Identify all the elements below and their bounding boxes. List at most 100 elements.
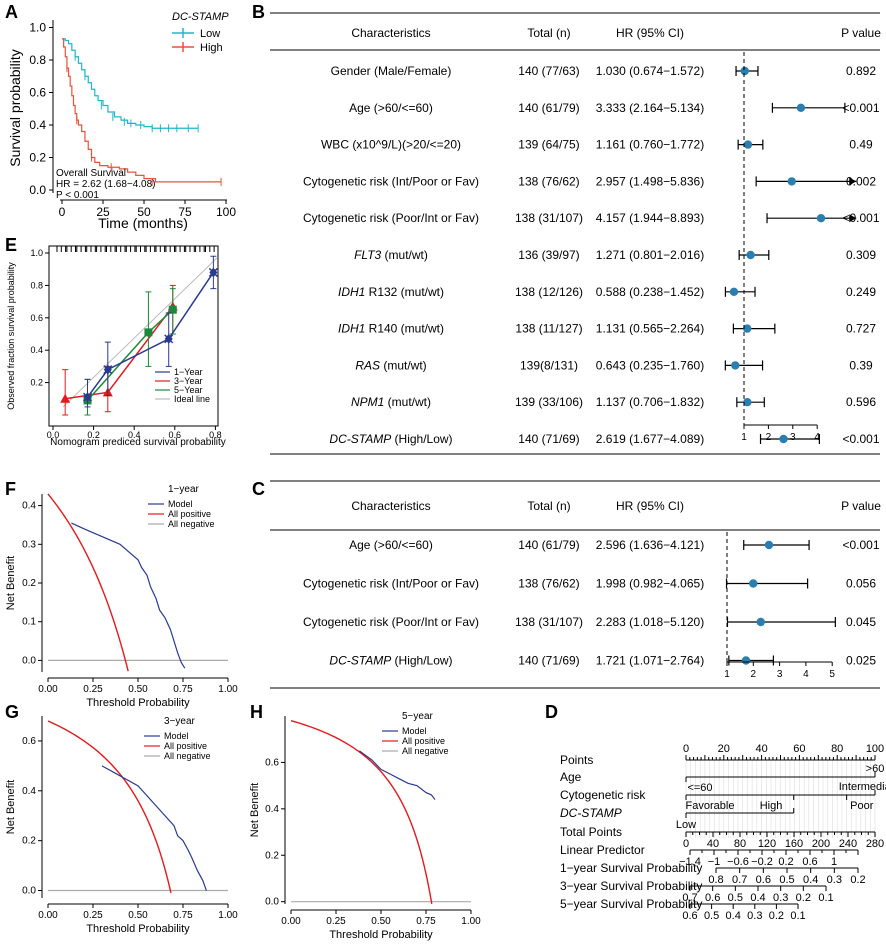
dca-model-curve bbox=[71, 522, 186, 669]
km-y-tick-label: 0.2 bbox=[29, 151, 46, 165]
forest-row-hr: 1.137 (0.706−1.832) bbox=[596, 395, 704, 409]
forest-c-rows: Age (>60/<=60) 140 (61/79) 2.596 (1.636−4.… bbox=[303, 538, 880, 668]
dca-x-tick-label: 0.00 bbox=[38, 910, 58, 921]
calib-x-marker bbox=[164, 334, 174, 344]
forest-point bbox=[743, 398, 752, 407]
forest-row-p: 0.002 bbox=[846, 174, 876, 188]
forest-point bbox=[756, 617, 765, 627]
forest-row-characteristic: WBC (x10^9/L)(>20/<=20) bbox=[321, 138, 461, 152]
dca-legend-label: Model bbox=[168, 499, 193, 509]
forest-x-tick-label: 4 bbox=[814, 432, 820, 443]
nomogram-tick-label: 0.3 bbox=[827, 874, 842, 886]
nomogram-tick-label: 0.2 bbox=[796, 892, 811, 904]
dca-all-positive bbox=[290, 719, 433, 905]
forest-row-desc: Cytogenetic risk (Poor/Int or Fav) bbox=[303, 211, 479, 225]
dca-y-tick-label: 0.4 bbox=[22, 501, 36, 512]
nomogram-tick-label: 0.5 bbox=[779, 874, 794, 886]
nomogram-row-label: Age bbox=[560, 770, 582, 784]
dca-x-tick-label: 1.00 bbox=[218, 684, 238, 695]
forest-row-desc: Cytogenetic risk (Int/Poor or Fav) bbox=[303, 577, 479, 591]
nomogram-tick-label: 0.3 bbox=[773, 892, 788, 904]
nomogram-tick-label: 0.7 bbox=[682, 892, 697, 904]
forest-row-p: 0.596 bbox=[846, 395, 876, 409]
dca-x-tick-label: 0.00 bbox=[281, 916, 301, 927]
forest-row-desc: (mut/wt) bbox=[381, 248, 428, 262]
forest-row-hr: 1.721 (1.071−2.764) bbox=[596, 654, 704, 668]
panel-label-c: C bbox=[252, 479, 265, 499]
km-y-tick-label: 0.0 bbox=[29, 183, 46, 197]
forest-x-tick-label: 3 bbox=[790, 432, 796, 443]
forest-row-characteristic: Age (>60/<=60) bbox=[349, 101, 433, 115]
calib-y-tick-label: 0.6 bbox=[30, 313, 43, 323]
forest-x-tick-label: 3 bbox=[777, 669, 783, 680]
forest-x-tick-label: 1 bbox=[741, 432, 747, 443]
forest-row-desc: (High/Low) bbox=[391, 654, 452, 668]
forest-x-tick-label: 5 bbox=[829, 669, 835, 680]
forest-row-hr: 2.957 (1.498−5.836) bbox=[596, 174, 704, 188]
nomogram-tick-label: 280 bbox=[866, 838, 884, 850]
calib-y-tick-label: 0.8 bbox=[30, 280, 43, 290]
panel-label-a: A bbox=[5, 2, 18, 22]
calib-rug bbox=[56, 246, 215, 252]
nomogram-tick-label: 0.2 bbox=[769, 910, 784, 922]
dca-y-tick-label: 0.2 bbox=[22, 578, 36, 589]
dca-x-label: Threshold Probability bbox=[86, 923, 190, 935]
nomogram-row-label: Linear Predictor bbox=[560, 843, 645, 857]
forest-row-gene: FLT3 bbox=[354, 248, 381, 262]
forest-row-desc: Age (>60/<=60) bbox=[349, 538, 433, 552]
dca-x-tick-label: 0.25 bbox=[83, 684, 103, 695]
dca-x-tick-label: 1.00 bbox=[461, 916, 481, 927]
nomogram-tick-label: 120 bbox=[758, 838, 776, 850]
nomogram-tick-label: 200 bbox=[812, 838, 830, 850]
forest-row-characteristic: IDH1 R132 (mut/wt) bbox=[338, 285, 444, 299]
forest-row-gene: IDH1 bbox=[338, 322, 365, 336]
nomogram-row-label: 1−year Survival Probability bbox=[560, 861, 702, 875]
dca-legend-label: All negative bbox=[402, 746, 449, 756]
nomogram-tick-label: −0.6 bbox=[727, 856, 749, 868]
nomogram-tick-label: −0.2 bbox=[751, 856, 773, 868]
forest-row-p: 0.892 bbox=[846, 64, 876, 78]
dca-all-positive bbox=[47, 720, 172, 894]
calib-legend-label: 5−Year bbox=[174, 385, 202, 395]
dca-all-positive bbox=[47, 493, 129, 672]
forest-x-tick-label: 2 bbox=[751, 669, 757, 680]
dca-legend-label: All positive bbox=[168, 509, 211, 519]
forest-row-total: 139(8/131) bbox=[520, 358, 578, 372]
dca-x-tick-label: 0.75 bbox=[173, 910, 193, 921]
forest-b-rows: Gender (Male/Female) 140 (77/63) 1.030 (0.… bbox=[303, 64, 880, 446]
forest-row-desc: Gender (Male/Female) bbox=[331, 64, 452, 78]
forest-row-desc: WBC (x10^9/L)(>20/<=20) bbox=[321, 138, 461, 152]
nomogram-tick-label: 0.2 bbox=[850, 874, 865, 886]
forest-row-desc: Cytogenetic risk (Int/Poor or Fav) bbox=[303, 174, 479, 188]
forest-row-hr: 3.333 (2.164−5.134) bbox=[596, 101, 704, 115]
calib-legend-label: 3−Year bbox=[174, 376, 202, 386]
forest-row-characteristic: Cytogenetic risk (Poor/Int or Fav) bbox=[303, 211, 479, 225]
nomogram-tick-label: 0.5 bbox=[728, 892, 743, 904]
km-y-ticks: 0.0 0.2 0.4 0.6 0.8 1.0 bbox=[29, 21, 53, 197]
km-x-tick-label: 75 bbox=[178, 205, 192, 219]
nomogram-tick-label: 0.6 bbox=[802, 856, 817, 868]
km-y-tick-label: 1.0 bbox=[29, 21, 46, 35]
nomogram-tick-label: 0.4 bbox=[803, 874, 818, 886]
forest-row-desc: (High/Low) bbox=[391, 432, 452, 446]
km-annot-hr: HR = 2.62 (1.68−4.08) bbox=[56, 179, 156, 190]
calibration-plot: 0.0 0.2 0.4 0.6 0.8 0.2 0.4 0.6 0.8 1.0 Observed … bbox=[6, 245, 226, 448]
dca-x-tick-label: 0.25 bbox=[326, 916, 346, 927]
forest-row-gene: DC-STAMP bbox=[329, 432, 391, 446]
calib-legend-label: Ideal line bbox=[174, 394, 210, 404]
km-x-label: Time (months) bbox=[98, 215, 188, 231]
calib-x-tick-label: 0.6 bbox=[169, 430, 182, 440]
forest-point bbox=[779, 434, 788, 444]
panel-label-f: F bbox=[5, 479, 16, 499]
calib-x-tick-label: 0.8 bbox=[209, 430, 222, 440]
forest-row-p: <0.001 bbox=[842, 211, 879, 225]
nomogram-tick-label: 20 bbox=[718, 743, 730, 755]
forest-row-total: 138 (31/107) bbox=[515, 211, 583, 225]
nomogram-tick-label: −1 bbox=[708, 856, 721, 868]
dca-y-tick-label: 0.0 bbox=[22, 655, 36, 666]
forest-b-header-total: Total (n) bbox=[527, 26, 570, 40]
nomogram-tick-label: 40 bbox=[707, 838, 719, 850]
nomogram-tick-label: 100 bbox=[866, 743, 884, 755]
forest-row-p: 0.249 bbox=[846, 285, 876, 299]
forest-point bbox=[729, 287, 739, 296]
